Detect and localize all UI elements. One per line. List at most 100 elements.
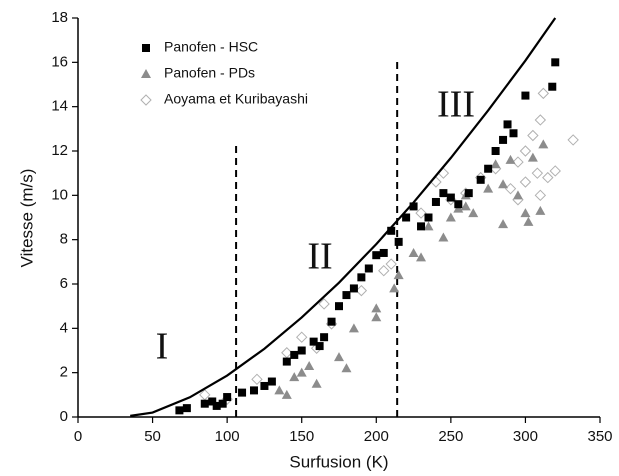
point	[249, 386, 258, 395]
point	[534, 189, 547, 202]
point	[408, 247, 419, 257]
point	[281, 389, 292, 399]
point	[531, 167, 544, 179]
point	[445, 212, 456, 222]
region-label: II	[307, 236, 332, 278]
point	[454, 200, 463, 209]
point	[523, 216, 534, 226]
point	[424, 213, 433, 222]
point	[417, 222, 426, 231]
point	[537, 87, 550, 100]
point	[371, 312, 382, 322]
y-tick-label: 14	[51, 98, 68, 115]
x-tick-label: 250	[438, 428, 463, 445]
point	[527, 152, 538, 162]
x-tick-label: 150	[289, 428, 314, 445]
point	[349, 284, 358, 293]
point	[212, 401, 221, 410]
point	[527, 129, 539, 142]
point	[378, 264, 390, 277]
region-label: III	[437, 84, 475, 126]
point	[551, 58, 560, 67]
point	[446, 193, 455, 202]
point	[175, 406, 184, 415]
point	[519, 145, 532, 157]
point	[548, 82, 557, 91]
point	[290, 350, 299, 359]
point	[499, 135, 508, 144]
point	[512, 190, 523, 200]
region-label: I	[156, 326, 169, 368]
point	[519, 176, 532, 188]
point	[504, 182, 517, 195]
point	[208, 397, 217, 406]
point	[431, 197, 440, 206]
point	[503, 120, 512, 129]
point	[327, 317, 336, 326]
point	[334, 352, 344, 362]
point	[260, 381, 269, 390]
point	[335, 302, 343, 311]
y-tick-label: 12	[51, 142, 68, 159]
point	[387, 226, 396, 235]
y-tick-label: 10	[51, 186, 68, 203]
point	[296, 367, 307, 377]
point	[364, 264, 373, 273]
point	[549, 165, 561, 177]
legend-marker	[140, 94, 152, 106]
point	[498, 219, 509, 229]
point	[200, 399, 209, 408]
fit-curve	[130, 17, 557, 417]
legend-text: Panofen - HSC	[164, 39, 258, 55]
point	[385, 258, 397, 270]
point	[223, 393, 232, 402]
point	[297, 346, 306, 355]
point	[348, 323, 359, 333]
point	[296, 331, 308, 343]
point	[320, 333, 329, 342]
legend-marker	[141, 69, 151, 78]
y-tick-label: 2	[60, 364, 68, 381]
point	[464, 189, 473, 198]
point	[505, 154, 516, 164]
legend-text: Panofen - PDs	[164, 65, 255, 81]
y-tick-label: 16	[51, 53, 68, 70]
point	[509, 129, 518, 138]
point	[438, 232, 449, 242]
x-tick-label: 200	[364, 428, 389, 445]
point	[423, 221, 434, 231]
point	[484, 164, 493, 173]
point	[289, 372, 300, 382]
point	[538, 139, 549, 149]
legend-marker	[142, 44, 150, 52]
y-tick-label: 0	[60, 408, 68, 425]
point	[439, 189, 448, 198]
y-tick-label: 18	[51, 9, 68, 26]
legend-text: Aoyama et Kuribayashi	[164, 91, 308, 107]
point	[218, 399, 227, 408]
point	[393, 270, 404, 280]
x-tick-label: 100	[215, 428, 240, 445]
x-tick-label: 0	[74, 428, 82, 445]
point	[415, 207, 427, 219]
point	[389, 283, 400, 293]
point	[394, 237, 403, 246]
point	[535, 205, 546, 215]
point	[409, 202, 418, 211]
point	[468, 208, 479, 218]
point	[341, 363, 352, 373]
point	[251, 373, 263, 386]
point	[416, 252, 427, 262]
point	[483, 183, 494, 193]
y-axis-title: Vitesse (m/s)	[17, 169, 36, 268]
point	[567, 134, 579, 146]
point	[521, 91, 530, 100]
point	[355, 284, 368, 297]
point	[318, 298, 330, 310]
point	[534, 114, 547, 126]
point	[542, 171, 554, 184]
point	[309, 337, 318, 346]
point	[520, 208, 531, 218]
point	[357, 273, 366, 282]
